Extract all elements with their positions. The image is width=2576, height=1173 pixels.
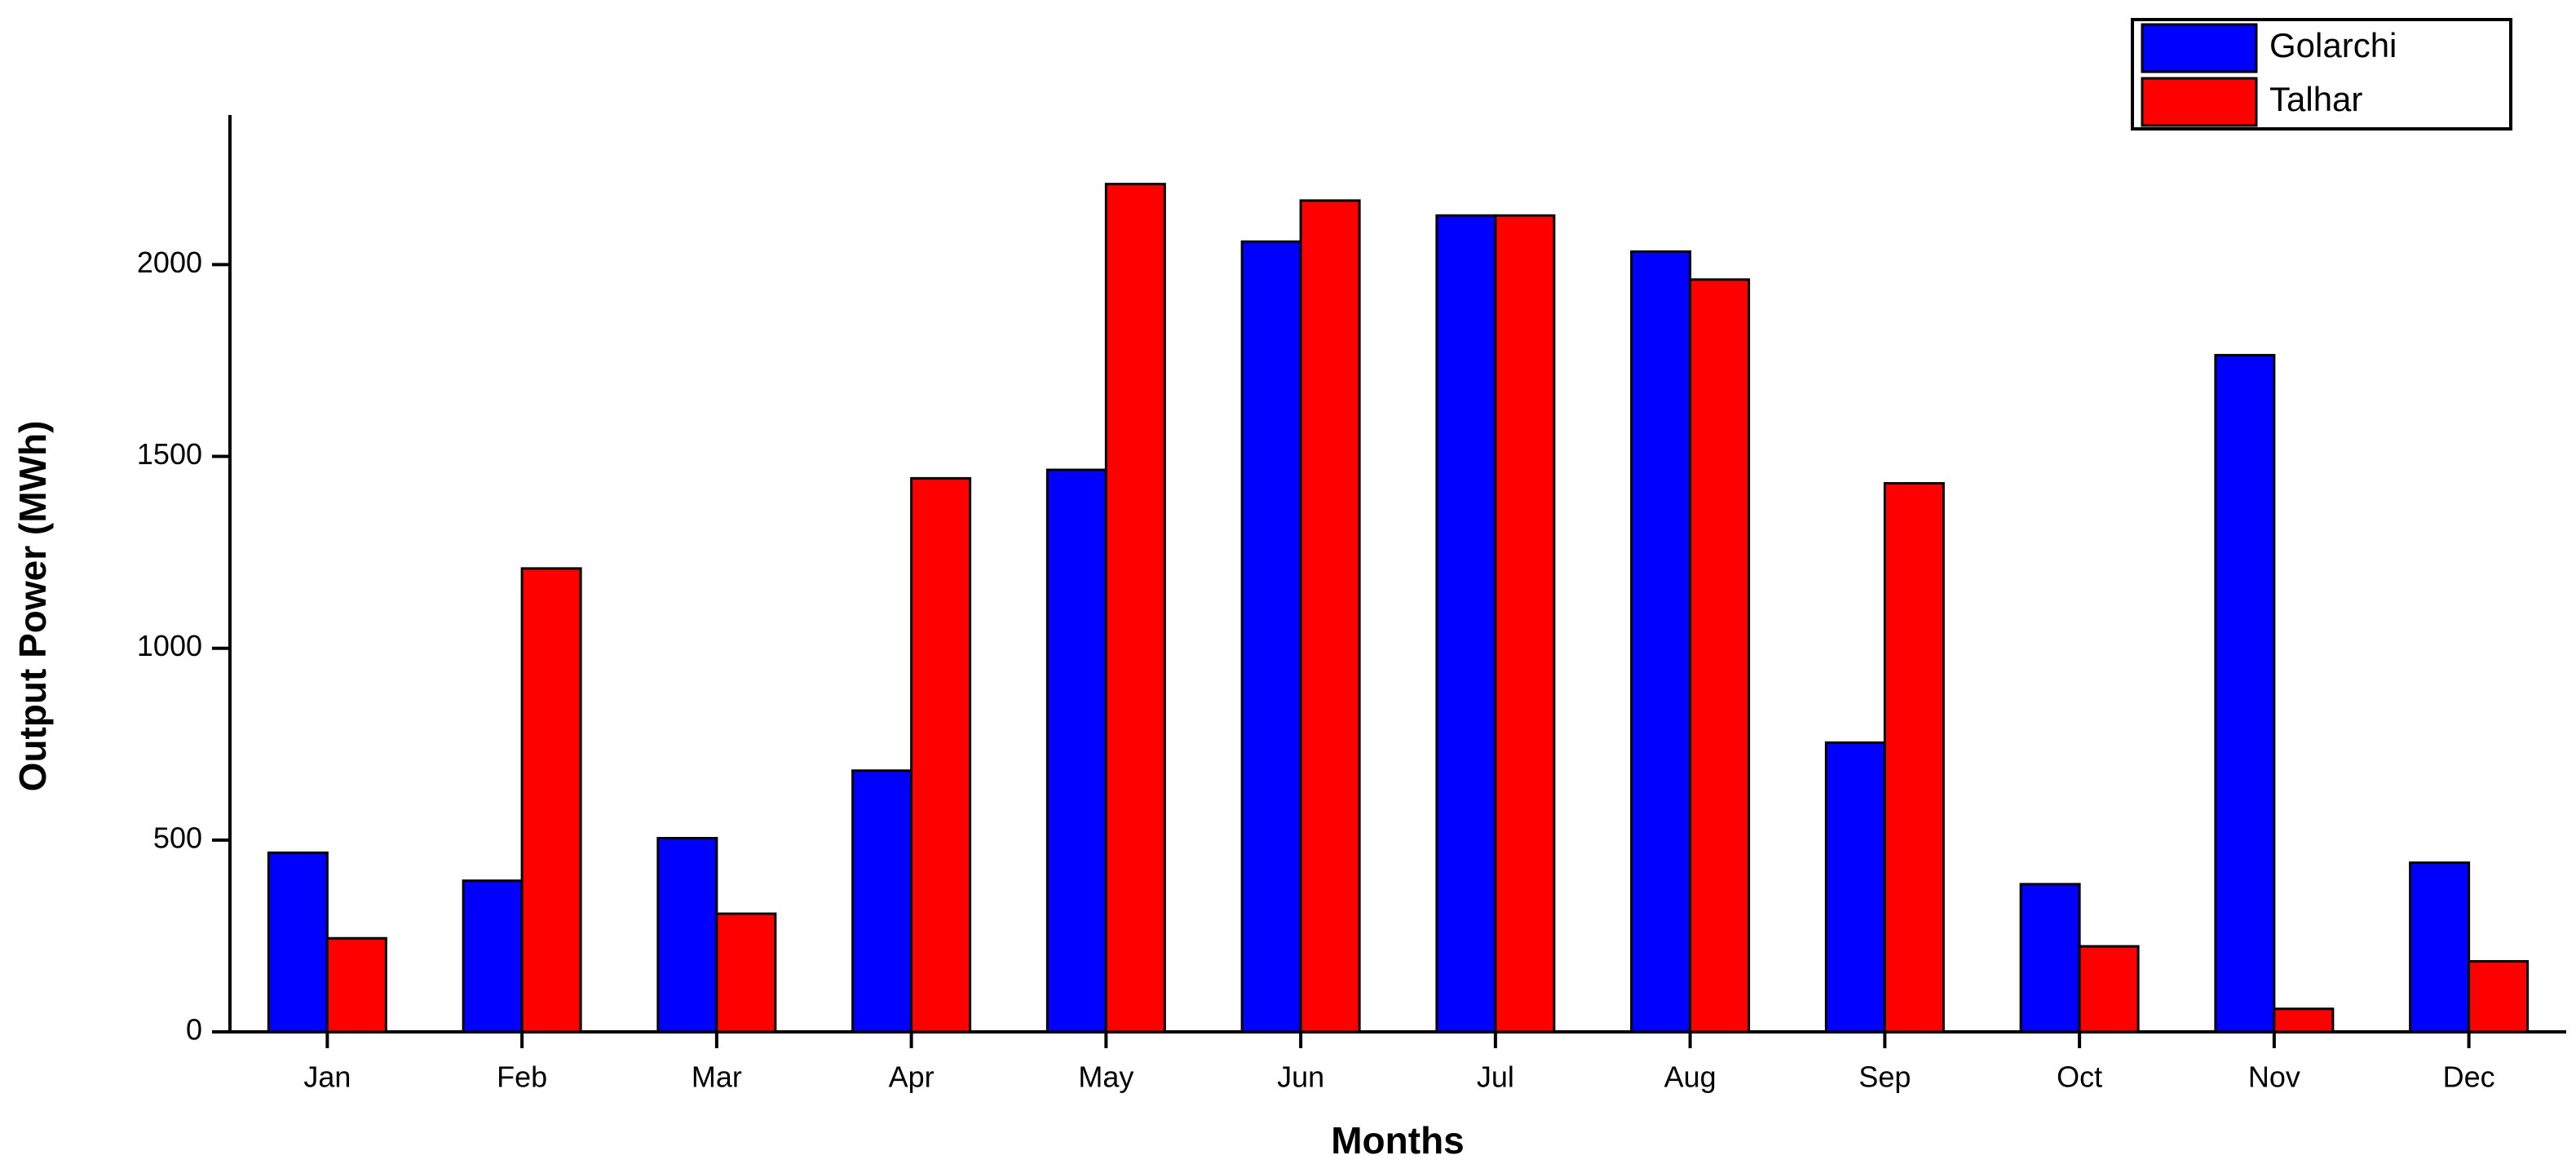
y-tick-label: 1000 <box>137 629 202 662</box>
y-tick-label: 2000 <box>137 246 202 279</box>
legend-swatch <box>2141 77 2258 127</box>
bar <box>1045 468 1107 1034</box>
x-tick-label: Feb <box>497 1060 547 1094</box>
bar <box>715 912 777 1034</box>
x-tick-label: Sep <box>1858 1060 1911 1094</box>
bar <box>1494 214 1556 1034</box>
x-axis-label: Months <box>1331 1119 1465 1162</box>
x-tick-label: Jul <box>1477 1060 1514 1094</box>
bar <box>910 476 972 1034</box>
bar <box>1630 250 1692 1034</box>
x-tick-label: Oct <box>2057 1060 2102 1094</box>
bar <box>656 837 718 1034</box>
y-tick-label: 500 <box>153 821 202 854</box>
legend-label: Golarchi <box>2269 26 2397 64</box>
bar <box>1240 240 1302 1034</box>
bar <box>462 879 524 1034</box>
legend-label: Talhar <box>2269 80 2362 118</box>
x-tick-label: Nov <box>2248 1060 2300 1094</box>
x-tick-label: Apr <box>889 1060 935 1094</box>
bar <box>2078 945 2140 1034</box>
bar <box>1435 214 1497 1034</box>
bar <box>851 769 913 1034</box>
x-tick-label: Jun <box>1277 1060 1324 1094</box>
bar <box>2214 353 2276 1034</box>
y-tick-label: 0 <box>186 1013 202 1047</box>
x-tick-label: Aug <box>1664 1060 1717 1094</box>
y-axis-label: Output Power (MWh) <box>11 421 54 792</box>
bar <box>2409 861 2471 1034</box>
bar <box>2273 1007 2335 1034</box>
x-tick-label: May <box>1078 1060 1133 1094</box>
bar <box>267 851 329 1034</box>
bar <box>1883 481 1945 1034</box>
x-tick-label: Dec <box>2443 1060 2495 1094</box>
y-tick-label: 1500 <box>137 437 202 471</box>
legend-swatch <box>2141 23 2258 73</box>
bar <box>1824 741 1886 1034</box>
bar <box>2468 959 2530 1034</box>
bar <box>520 567 582 1034</box>
x-tick-label: Jan <box>303 1060 351 1094</box>
bar <box>2019 883 2081 1034</box>
bar <box>1104 183 1166 1034</box>
bar <box>1689 278 1751 1034</box>
bar <box>1299 199 1361 1034</box>
x-tick-label: Mar <box>691 1060 742 1094</box>
bar <box>325 936 387 1034</box>
